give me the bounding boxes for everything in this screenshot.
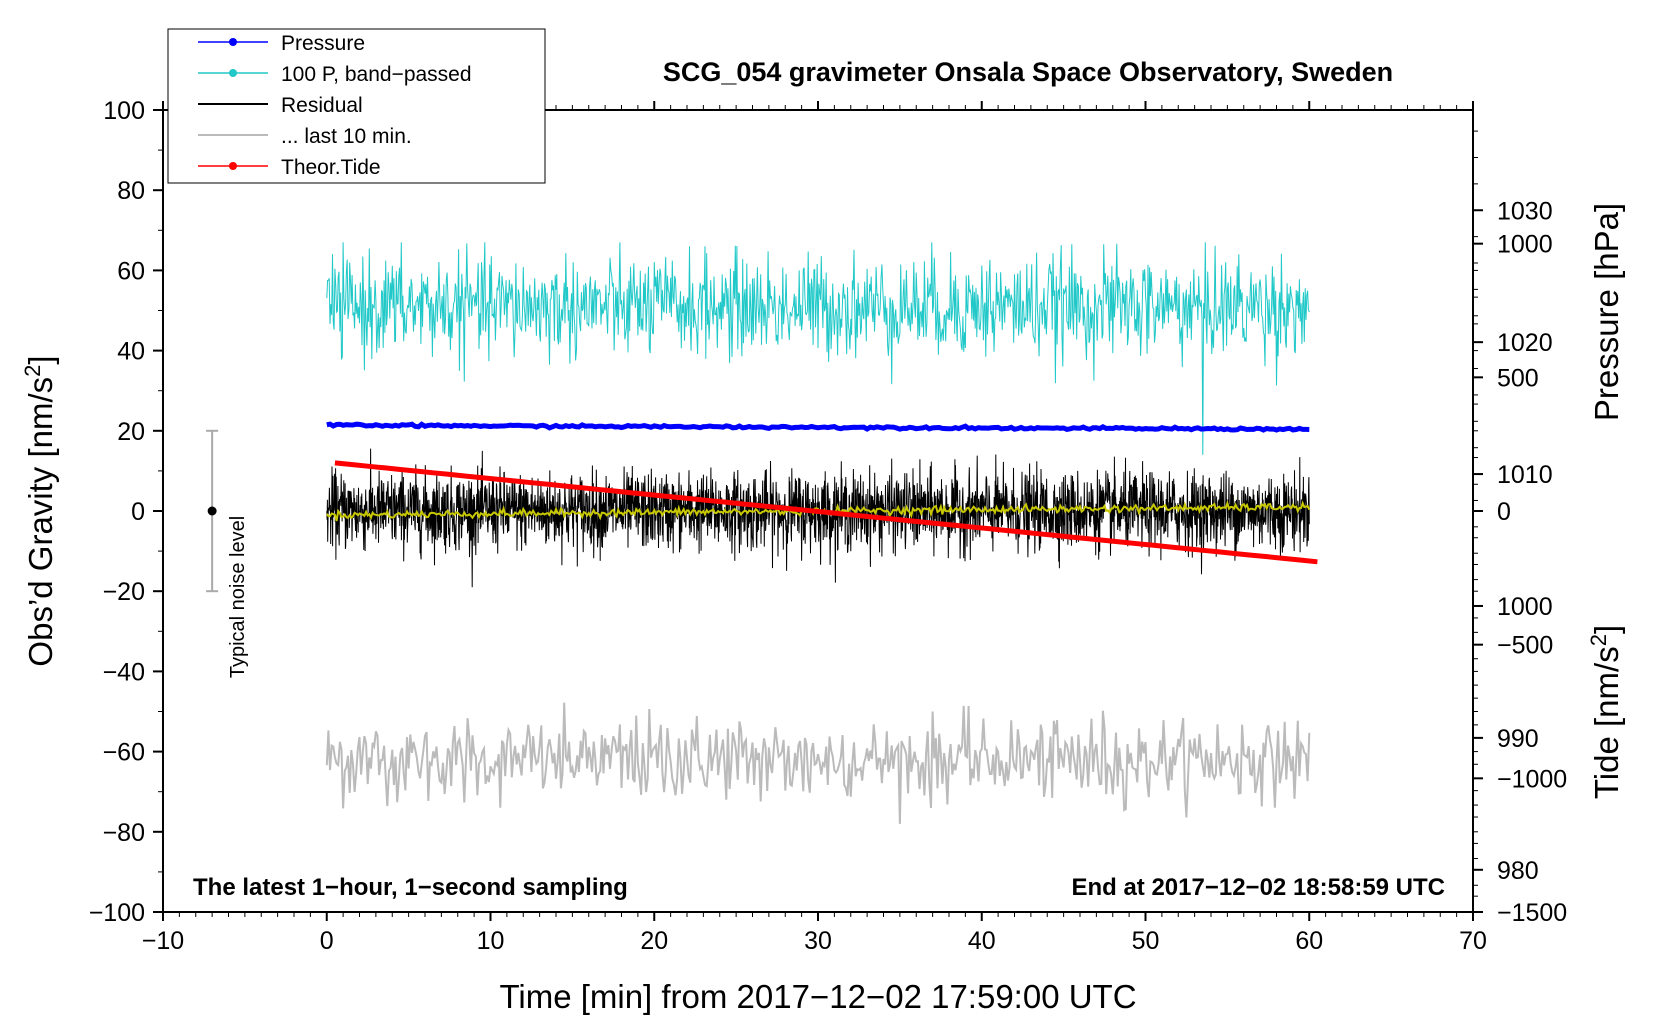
series-layer — [325, 242, 1318, 824]
y-left-tick-label: −60 — [103, 739, 145, 767]
y-left-tick-label: 60 — [117, 257, 145, 285]
tide-tick-label: 0 — [1497, 498, 1511, 526]
x-tick-label: 70 — [1459, 927, 1487, 955]
tide-tick-label: 1000 — [1497, 231, 1553, 259]
annotation-left: The latest 1−hour, 1−second sampling — [193, 874, 628, 901]
pressure-tick-label: 1030 — [1497, 197, 1553, 225]
series-pressure-line — [326, 421, 1310, 433]
tide-tick-label: −500 — [1497, 632, 1553, 660]
noise-bar-center-dot — [207, 506, 217, 516]
pressure-tick-label: 1010 — [1497, 461, 1553, 489]
series-residual-line — [326, 448, 1310, 588]
x-tick-label: −10 — [142, 927, 184, 955]
pressure-tick-label: 1000 — [1497, 593, 1553, 621]
y-left-title-close: ] — [22, 355, 59, 364]
y-left-tick-label: 80 — [117, 177, 145, 205]
y-axis-title-tide: Tide [nm/s2] — [1586, 625, 1625, 799]
x-axis-title: Time [min] from 2017−12−02 17:59:00 UTC — [499, 978, 1136, 1015]
series-tide-line — [334, 460, 1318, 565]
y-left-tick-label: −20 — [103, 578, 145, 606]
legend: Pressure 100 P, band−passed Residual ... la… — [167, 28, 546, 184]
y-axis-title-left: Obs’d Gravity [nm/s2] — [20, 355, 59, 666]
y-left-tick-label: 40 — [117, 338, 145, 366]
y-left-tick-label: 20 — [117, 418, 145, 446]
legend-label: ... last 10 min. — [281, 125, 412, 148]
y-left-title-text: Obs’d Gravity [nm/s — [22, 377, 59, 667]
y-left-tick-label: 0 — [131, 498, 145, 526]
y-left-tick-label: −100 — [89, 899, 145, 927]
x-tick-label: 10 — [477, 927, 505, 955]
legend-label: Pressure — [281, 32, 365, 55]
x-tick-label: 60 — [1295, 927, 1323, 955]
legend-label: Theor.Tide — [281, 156, 381, 179]
tide-tick-label: 500 — [1497, 364, 1539, 392]
tide-tick-label: −1500 — [1497, 899, 1567, 927]
legend-label: 100 P, band−passed — [281, 63, 472, 86]
ticks-layer: −10 0 10 20 30 40 50 60 70100806040200−20−40−60−… — [89, 97, 1568, 955]
y-tide-title-text: Tide [nm/s — [1588, 646, 1625, 799]
series-last10-line — [325, 702, 1311, 824]
legend-swatch-marker — [229, 38, 237, 46]
x-tick-label: 0 — [320, 927, 334, 955]
series-residual-smoothed-line — [325, 500, 1311, 522]
y-left-tick-label: −80 — [103, 819, 145, 847]
legend-swatch-marker — [229, 162, 237, 170]
legend-swatch-marker — [229, 69, 237, 77]
x-tick-label: 40 — [968, 927, 996, 955]
pressure-tick-label: 990 — [1497, 725, 1539, 753]
y-tide-title-sup: 2 — [1586, 634, 1611, 646]
legend-label: Residual — [281, 94, 363, 117]
pressure-tick-label: 980 — [1497, 857, 1539, 885]
pressure-tick-label: 1020 — [1497, 329, 1553, 357]
y-left-tick-label: 100 — [103, 97, 145, 125]
series-bandpassed-line — [326, 242, 1310, 455]
legend-box — [167, 28, 546, 184]
tide-tick-label: −1000 — [1497, 765, 1567, 793]
annotation-right: End at 2017−12−02 18:58:59 UTC — [1071, 874, 1445, 901]
x-tick-label: 30 — [804, 927, 832, 955]
chart-title: SCG_054 gravimeter Onsala Space Observat… — [663, 57, 1393, 87]
x-tick-label: 20 — [640, 927, 668, 955]
y-tide-title-close: ] — [1588, 625, 1625, 634]
noise-label: Typical noise level — [227, 516, 249, 678]
y-axis-title-pressure: Pressure [hPa] — [1588, 203, 1625, 421]
y-left-tick-label: −40 — [103, 658, 145, 686]
y-left-title-sup: 2 — [20, 365, 45, 377]
noise-bar — [206, 429, 219, 593]
x-tick-label: 50 — [1132, 927, 1160, 955]
